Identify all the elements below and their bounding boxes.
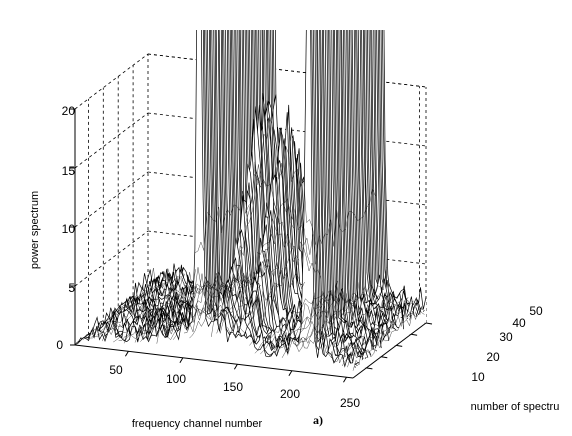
z-tick-labels: 0 5 10 15 20: [56, 104, 75, 352]
x-tick-label: 150: [223, 380, 243, 394]
x-axis-line: [74, 344, 354, 379]
x-tick-label: 250: [340, 396, 360, 410]
surface-mesh-line: [254, 294, 327, 354]
z-tick-label: 10: [62, 222, 76, 236]
y-tick-label: 30: [499, 330, 513, 344]
surface-mesh-line: [352, 307, 425, 371]
x-tick-label: 200: [280, 387, 300, 401]
surface-mesh-line: [107, 282, 180, 336]
surface-mesh-line: [172, 275, 245, 340]
x-tick-label: 100: [166, 372, 186, 386]
surface-mesh-line: [309, 0, 381, 1]
surface-mesh-line: [331, 302, 403, 363]
surface-mesh-line: [341, 299, 414, 367]
y-axis-line: [352, 322, 427, 379]
x-tick-mark: [288, 370, 293, 377]
surface-mesh-line: [314, 266, 387, 340]
y-tick-mark: [366, 367, 373, 370]
x-tick-mark: [343, 376, 347, 383]
surface-mesh-line: [303, 188, 376, 265]
surface-mesh-line: [211, 259, 283, 337]
x-tick-mark: [124, 351, 129, 357]
x-tick-labels: 50 100 150 200 250: [109, 363, 360, 410]
grid-line: [74, 53, 149, 110]
surface-mesh-line: [227, 218, 300, 336]
surface-mesh-line: [222, 116, 294, 323]
y-tick-mark: [425, 322, 433, 325]
x-tick-mark: [179, 357, 184, 364]
surface-mesh-line: [347, 300, 420, 368]
surface-slice-fill: [75, 30, 353, 378]
surface-mesh-line: [118, 275, 191, 341]
grid-line: [74, 171, 149, 228]
surface-mesh-line: [292, 294, 365, 353]
y-tick-mark: [396, 344, 403, 347]
y-tick-label: 10: [471, 370, 485, 384]
x-tick-mark: [233, 364, 238, 370]
surface-mesh-line: [336, 297, 409, 364]
x-tick-label: 50: [109, 363, 123, 377]
surface-mesh-line: [151, 273, 223, 334]
z-axis-label: power spectrum: [29, 191, 41, 269]
surface-mesh-line: [249, 241, 322, 346]
surface-mesh-line: [156, 273, 229, 344]
y-tick-labels: 10 20 30 40 50: [471, 304, 543, 384]
y-tick-mark: [381, 356, 388, 359]
y-tick-label: 40: [512, 316, 526, 330]
z-tick-label: 15: [62, 164, 76, 178]
surface-mesh-line: [194, 173, 267, 254]
y-tick-mark: [411, 333, 418, 336]
surface-mesh-line: [325, 296, 398, 359]
surface-mesh-line: [96, 267, 169, 336]
grid-line: [74, 112, 149, 169]
y-axis-label: number of spectru: [471, 401, 560, 413]
surface-mesh-line: [123, 269, 196, 344]
grid-line: [147, 53, 427, 88]
grid-line: [74, 230, 149, 287]
surface-mesh-line: [238, 202, 311, 333]
surface-mesh-line: [298, 285, 371, 349]
z-tick-label: 5: [68, 281, 75, 295]
z-tick-label: 0: [56, 338, 63, 352]
surface-mesh-line: [205, 260, 278, 322]
surface-mesh-line: [102, 268, 174, 342]
axes: [70, 108, 433, 383]
surface-mesh-line: [167, 278, 240, 340]
z-tick-label: 20: [62, 104, 76, 118]
surface-mesh-line: [243, 145, 316, 337]
surface-mesh-line: [281, 289, 354, 358]
surface-mesh-line: [162, 272, 234, 339]
surface-lines: [74, 0, 427, 378]
surface-mesh-line: [265, 280, 338, 350]
panel-label: a): [313, 413, 323, 427]
y-tick-label: 50: [529, 304, 543, 318]
surface-mesh-line: [260, 290, 332, 355]
y-tick-label: 20: [486, 350, 500, 364]
x-axis-label: frequency channel number: [132, 418, 263, 430]
surface-mesh-line: [276, 283, 349, 357]
surface-mesh-line: [113, 273, 185, 343]
surface-slice-line: [74, 30, 354, 368]
surface-mesh-line: [145, 274, 218, 341]
surface-mesh-line: [320, 289, 392, 354]
surface-mesh-line: [189, 272, 262, 339]
surface-mesh-line: [183, 272, 256, 334]
surface-mesh-line: [216, 164, 289, 334]
